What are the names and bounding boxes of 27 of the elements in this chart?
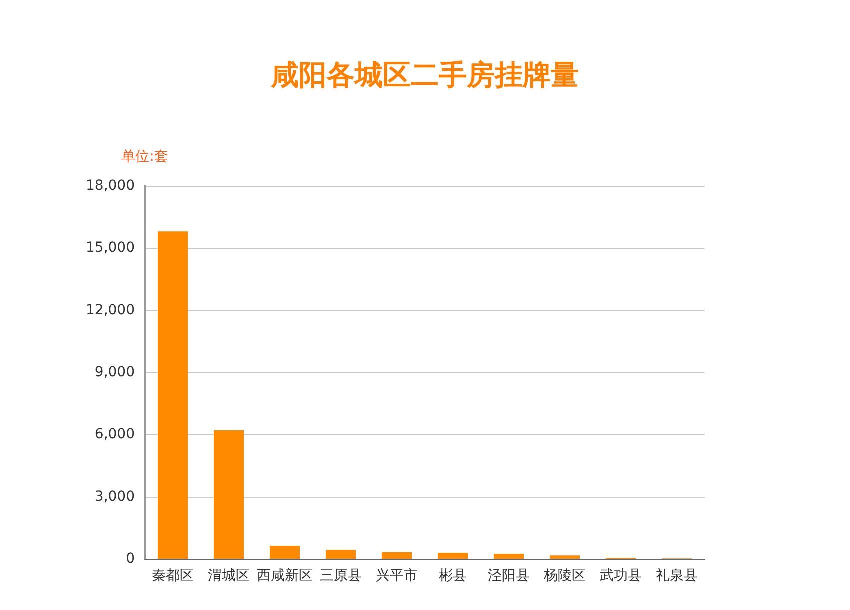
bar xyxy=(158,232,188,559)
bar xyxy=(438,552,468,559)
y-tick-label: 6,000 xyxy=(94,426,135,443)
bar xyxy=(550,556,580,559)
x-tick-label: 秦都区 xyxy=(152,568,194,584)
y-tick-label: 12,000 xyxy=(86,302,135,318)
bar xyxy=(382,552,412,559)
y-tick-label: 3,000 xyxy=(94,488,135,505)
bar xyxy=(494,554,524,559)
x-tick-label: 彬县 xyxy=(439,568,467,584)
bar xyxy=(214,430,244,559)
x-tick-label: 渭城区 xyxy=(208,568,250,584)
x-tick-label: 兴平市 xyxy=(376,568,418,584)
y-tick-label: 15,000 xyxy=(86,240,135,256)
chart-title: 咸阳各城区二手房挂牌量 xyxy=(270,58,579,92)
bar xyxy=(326,550,356,559)
y-tick-label: 18,000 xyxy=(86,178,135,194)
bar xyxy=(270,546,300,559)
y-tick-label: 0 xyxy=(126,551,135,567)
y-axis-title: 单位:套 xyxy=(122,149,168,165)
x-tick-label: 西咸新区 xyxy=(257,568,313,584)
x-tick-label: 杨陵区 xyxy=(543,568,586,584)
x-tick-label: 泾阳县 xyxy=(488,568,530,584)
x-tick-label: 礼泉县 xyxy=(656,568,698,584)
x-tick-label: 武功县 xyxy=(600,568,642,584)
y-tick-label: 9,000 xyxy=(94,364,135,380)
x-tick-label: 三原县 xyxy=(320,568,362,584)
